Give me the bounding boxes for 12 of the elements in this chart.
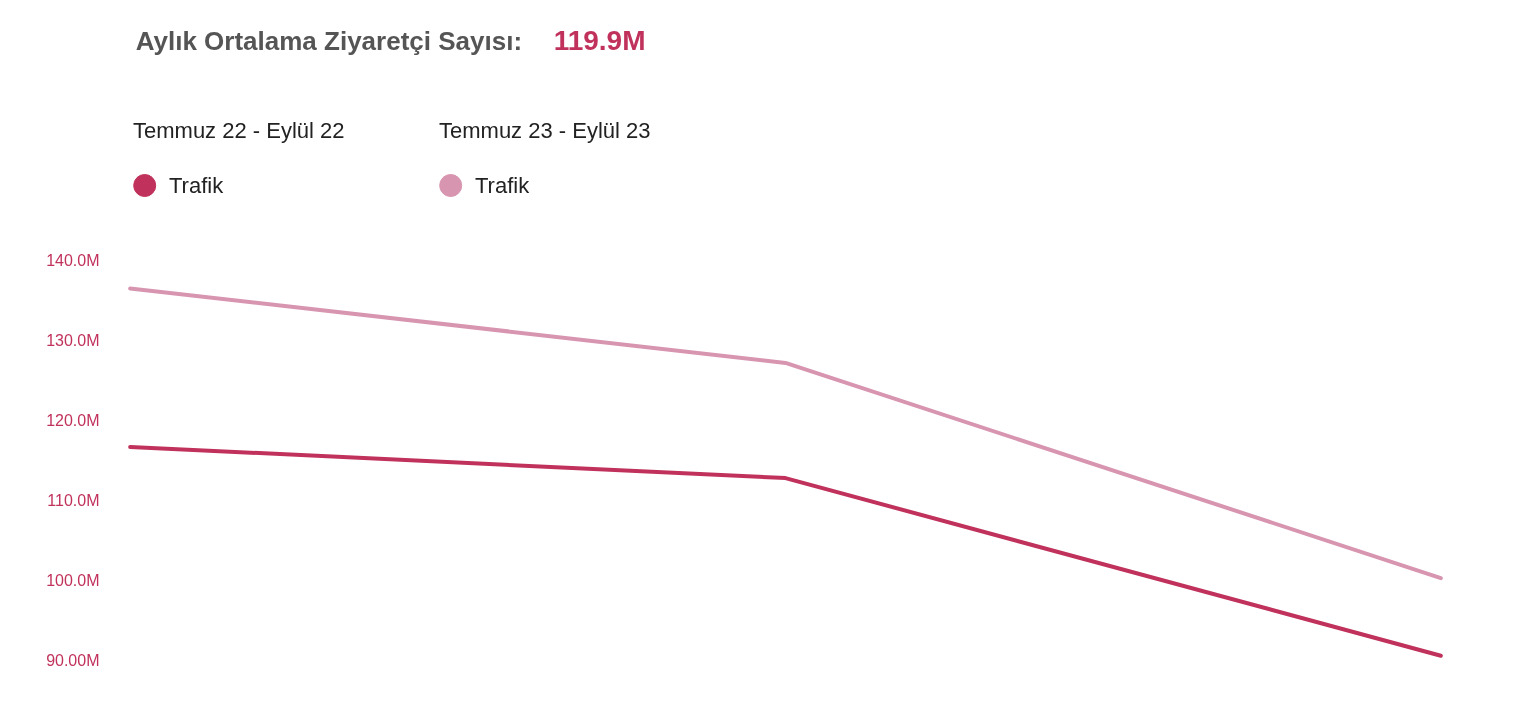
- text: Temmuz 22 - Eylül 22: [133, 118, 345, 143]
- y-tick-label: 90.00M: [46, 652, 100, 669]
- y-tick-label: 140.0M: [46, 252, 100, 269]
- chart-title: Aylık Ortalama Ziyaretçi Sayısı:: [135, 25, 523, 56]
- y-tick-label: 120.0M: [46, 412, 100, 429]
- text: Temmuz 23 - Eylül 23: [439, 118, 651, 143]
- legend-label: Trafik: [475, 173, 531, 198]
- y-tick-label: 100.0M: [46, 572, 100, 589]
- y-tick-label: 110.0M: [47, 492, 100, 509]
- y-tick-label: 130.0M: [46, 332, 100, 349]
- legend-label: Trafik: [169, 173, 225, 198]
- chart-subtitle: 119.9M: [553, 25, 646, 56]
